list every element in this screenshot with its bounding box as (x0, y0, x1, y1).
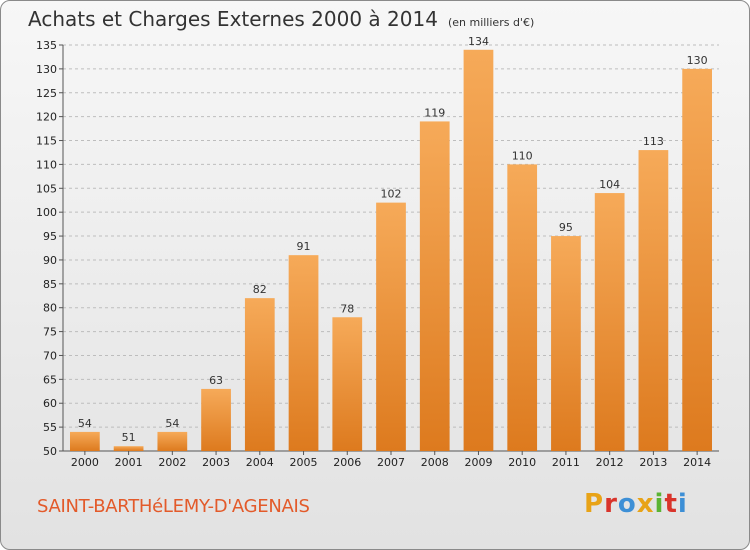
bar-2009 (463, 49, 494, 452)
y-tick-label: 85 (43, 278, 57, 291)
data-label: 63 (209, 374, 223, 387)
x-tick-label: 2008 (421, 456, 449, 469)
y-tick-label: 105 (36, 182, 57, 195)
x-tick-label: 2007 (377, 456, 405, 469)
logo-letter: x (636, 489, 655, 519)
x-tick-label: 2005 (290, 456, 318, 469)
data-label: 110 (512, 149, 533, 162)
data-label: 95 (559, 221, 573, 234)
bar-2007 (376, 202, 406, 451)
logo-letter: P (584, 489, 605, 519)
bar-2005 (288, 255, 319, 451)
y-tick-label: 130 (36, 63, 57, 76)
data-label: 51 (122, 431, 136, 444)
commune-name: SAINT-BARTHéLEMY-D'AGENAIS (37, 496, 310, 517)
x-tick-label: 2001 (115, 456, 143, 469)
x-tick-label: 2009 (464, 456, 492, 469)
bar-2001 (113, 446, 144, 451)
logo-letter: i (654, 489, 665, 519)
data-label: 82 (253, 283, 267, 296)
chart-title: Achats et Charges Externes 2000 à 2014 (28, 7, 438, 31)
bar-2012 (594, 193, 625, 451)
x-tick-label: 2004 (246, 456, 274, 469)
bar-2004 (244, 298, 275, 451)
y-tick-label: 55 (43, 421, 57, 434)
proxiti-logo: Proxiti (584, 489, 688, 519)
data-label: 134 (468, 35, 489, 48)
logo-letter: o (617, 489, 637, 519)
bar-2008 (419, 121, 450, 452)
logo-letter: i (677, 489, 688, 519)
data-label: 78 (340, 302, 354, 315)
y-tick-label: 125 (36, 87, 57, 100)
data-label: 104 (599, 178, 620, 191)
y-tick-label: 80 (43, 302, 57, 315)
data-label: 54 (165, 417, 179, 430)
data-label: 102 (381, 188, 402, 201)
bar-2002 (157, 431, 188, 451)
logo-letter: t (664, 489, 678, 519)
x-tick-label: 2003 (202, 456, 230, 469)
y-tick-label: 70 (43, 349, 57, 362)
x-tick-label: 2006 (333, 456, 361, 469)
bar-2010 (507, 164, 538, 452)
data-label: 91 (297, 240, 311, 253)
chart-units: (en milliers d'€) (447, 16, 535, 29)
y-tick-label: 115 (36, 135, 57, 148)
x-tick-label: 2013 (639, 456, 667, 469)
chart-title-block: Achats et Charges Externes 2000 à 2014 (e… (28, 7, 534, 31)
y-tick-label: 110 (36, 158, 57, 171)
bar-2006 (332, 317, 363, 451)
bar-2014 (682, 68, 713, 451)
data-label: 54 (78, 417, 92, 430)
x-tick-label: 2010 (508, 456, 536, 469)
bar-2000 (69, 431, 100, 451)
bar-2013 (638, 150, 669, 452)
y-tick-label: 135 (36, 39, 57, 52)
y-tick-label: 120 (36, 111, 57, 124)
y-tick-label: 50 (43, 445, 57, 458)
x-tick-label: 2014 (683, 456, 711, 469)
data-label: 113 (643, 135, 664, 148)
x-tick-label: 2011 (552, 456, 580, 469)
logo-letter: r (604, 489, 618, 519)
y-tick-label: 95 (43, 230, 57, 243)
bar-2011 (551, 236, 581, 451)
y-tick-label: 90 (43, 254, 57, 267)
y-tick-label: 75 (43, 326, 57, 339)
y-tick-label: 60 (43, 397, 57, 410)
data-label: 130 (687, 54, 708, 67)
bar-2003 (201, 388, 231, 451)
data-label: 119 (424, 106, 445, 119)
x-tick-label: 2000 (71, 456, 99, 469)
y-tick-label: 100 (36, 206, 57, 219)
y-tick-label: 65 (43, 373, 57, 386)
x-tick-label: 2002 (158, 456, 186, 469)
x-tick-label: 2012 (596, 456, 624, 469)
